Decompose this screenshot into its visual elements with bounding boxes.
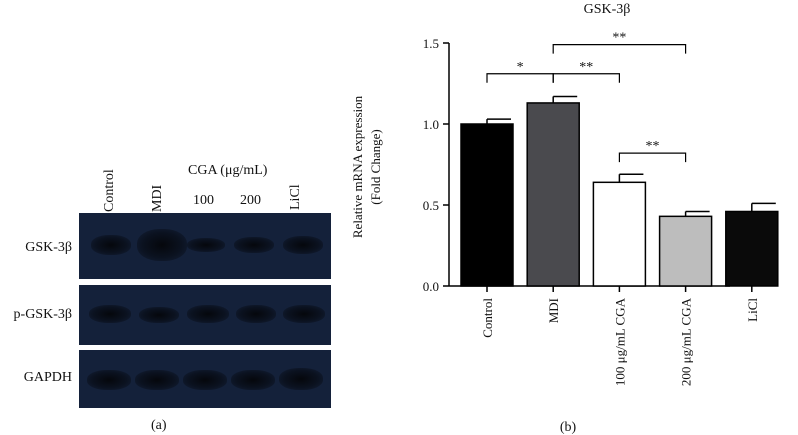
blot-band	[283, 236, 323, 254]
blot-band	[187, 305, 229, 323]
cga-dose-200: 200	[240, 193, 261, 208]
blot-band	[231, 370, 275, 390]
blot-label-gapdh: GAPDH	[23, 370, 72, 385]
bar-1	[526, 102, 580, 287]
chart-title: GSK-3β	[584, 2, 631, 17]
x-tick-label: Control	[480, 298, 495, 338]
blot-band	[89, 305, 131, 323]
bar-2	[592, 181, 647, 287]
blot-band	[283, 305, 325, 323]
y-tick-label: 1.0	[423, 117, 439, 132]
bar-3	[658, 215, 713, 287]
y-tick-label: 0.5	[423, 198, 439, 213]
significance-label: **	[579, 60, 593, 75]
significance-label: **	[646, 139, 660, 154]
blot-band	[91, 235, 131, 255]
blot-band	[139, 307, 179, 323]
blot-band	[279, 368, 323, 390]
blot-label-p-gsk3b: p-GSK-3β	[13, 307, 72, 322]
significance-bracket	[486, 73, 554, 83]
blot-band	[236, 305, 276, 323]
caption-b: (b)	[560, 420, 577, 435]
blot-band	[234, 237, 274, 253]
blot-band	[183, 370, 227, 390]
caption-a: (a)	[151, 418, 167, 433]
blot-label-gsk3b: GSK-3β	[25, 240, 72, 255]
x-tick-label: LiCl	[745, 298, 760, 322]
cga-group-label: CGA (μg/mL)	[188, 163, 268, 178]
bar-4	[725, 210, 779, 287]
significance-bracket	[618, 152, 687, 163]
blot-band	[137, 229, 187, 261]
x-tick-label: MDI	[546, 298, 561, 323]
y-tick-label: 0.0	[423, 279, 439, 294]
significance-brackets: * ******	[486, 31, 687, 163]
bars	[460, 95, 779, 287]
blot-band	[87, 370, 131, 390]
significance-label: *	[517, 60, 524, 75]
x-tick-label: 200 μg/mL CGA	[679, 297, 694, 386]
y-tick-label: 1.5	[423, 36, 439, 51]
bar-0	[460, 123, 514, 287]
significance-label: **	[612, 31, 626, 46]
x-tick-labels: Control MDI 100 μg/mL CGA 200 μg/mL CGA LiCl	[480, 297, 760, 386]
blot-panel-gapdh	[79, 350, 331, 408]
y-axis-label: Relative mRNA expression	[350, 95, 365, 238]
cga-dose-100: 100	[193, 193, 214, 208]
blot-band	[135, 370, 179, 390]
significance-bracket	[552, 73, 620, 83]
blot-panel-p-gsk3b	[79, 285, 331, 345]
significance-bracket	[552, 44, 687, 54]
y-axis-label-2: (Fold Change)	[368, 129, 383, 204]
blot-panel-gsk3b	[79, 213, 331, 279]
blot-band	[187, 238, 225, 252]
x-tick-label: 100 μg/mL CGA	[612, 297, 627, 386]
